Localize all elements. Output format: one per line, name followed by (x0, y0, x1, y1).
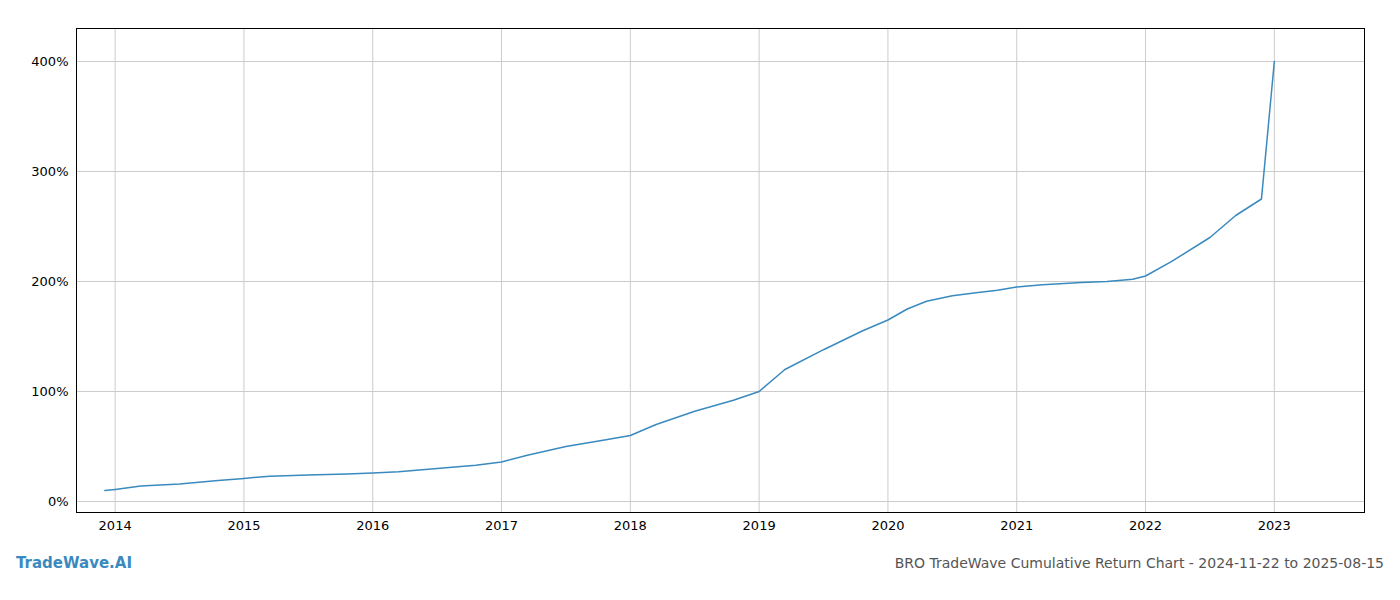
svg-text:300%: 300% (31, 164, 68, 179)
svg-text:2016: 2016 (356, 518, 389, 533)
svg-text:2021: 2021 (1000, 518, 1033, 533)
svg-text:200%: 200% (31, 274, 68, 289)
svg-text:2022: 2022 (1129, 518, 1162, 533)
svg-text:2014: 2014 (99, 518, 132, 533)
svg-text:2020: 2020 (871, 518, 904, 533)
svg-text:2015: 2015 (227, 518, 260, 533)
html-text:BRO TradeWave Cumulative Retur: BRO TradeWave Cumulative Return Chart - … (894, 555, 1384, 571)
svg-text:400%: 400% (31, 54, 68, 69)
svg-text:2019: 2019 (743, 518, 776, 533)
svg-text:2018: 2018 (614, 518, 647, 533)
svg-text:2017: 2017 (485, 518, 518, 533)
svg-text:0%: 0% (48, 494, 69, 509)
svg-text:100%: 100% (31, 384, 68, 399)
svg-text:2023: 2023 (1258, 518, 1291, 533)
html-text:TradeWave.AI: TradeWave.AI (16, 554, 132, 572)
